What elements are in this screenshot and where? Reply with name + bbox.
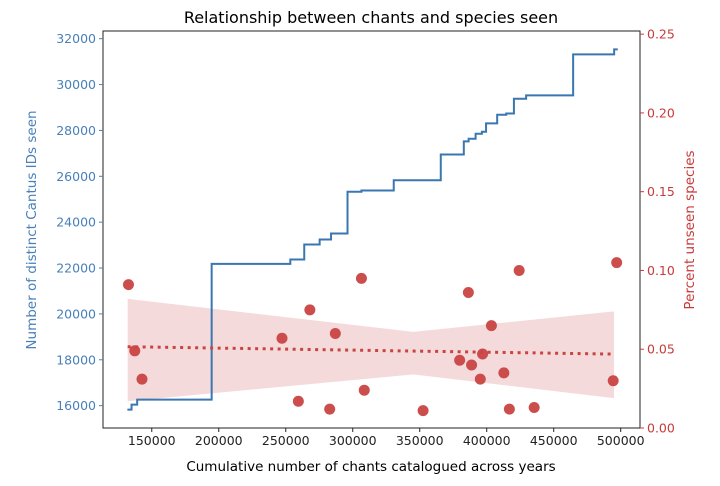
x-tick-label: 250000 <box>262 433 310 448</box>
scatter-point <box>355 272 367 284</box>
scatter-point <box>477 348 489 360</box>
scatter-point <box>358 384 370 396</box>
confidence-band <box>127 298 615 402</box>
y-right-axis-label: Percent unseen species <box>682 150 698 309</box>
y-left-tick-label: 24000 <box>56 215 96 230</box>
y-right-tick-label: 0.00 <box>647 421 675 436</box>
scatter-point <box>485 320 497 332</box>
scatter-point <box>304 304 316 316</box>
plot-frame <box>102 30 641 429</box>
scatter-point <box>292 395 304 407</box>
y-left-tick-label: 32000 <box>56 31 96 46</box>
y-right-tick-label: 0.15 <box>647 184 675 199</box>
y-left-tick-label: 28000 <box>56 123 96 138</box>
scatter-point <box>607 375 619 387</box>
y-right-tick-label: 0.10 <box>647 263 675 278</box>
scatter-point <box>462 287 474 299</box>
scatter-point <box>136 373 148 385</box>
scatter-point <box>466 359 478 371</box>
y-left-tick-label: 18000 <box>56 352 96 367</box>
y-right-tick-label: 0.25 <box>647 27 675 42</box>
chart-title: Relationship between chants and species … <box>184 8 558 27</box>
scatter-point <box>129 345 141 357</box>
y-right-tick-label: 0.05 <box>647 342 675 357</box>
x-tick-label: 350000 <box>396 433 444 448</box>
x-tick-label: 200000 <box>195 433 243 448</box>
step-line-distinct-ids <box>127 48 618 411</box>
scatter-point <box>498 367 510 379</box>
y-left-tick-label: 30000 <box>56 77 96 92</box>
y-left-tick-label: 20000 <box>56 306 96 321</box>
regression-line <box>127 345 615 356</box>
x-tick-label: 500000 <box>597 433 645 448</box>
y-right-tick-label: 0.20 <box>647 105 675 120</box>
scatter-point <box>528 402 540 414</box>
y-left-tick-label: 16000 <box>56 398 96 413</box>
confidence-band-area <box>127 298 615 402</box>
scatter-point <box>611 257 623 269</box>
y-left-axis-label: Number of distinct Cantus IDs seen <box>24 110 40 349</box>
scatter-point <box>474 373 486 385</box>
scatter-point <box>324 403 336 415</box>
scatter-point <box>503 403 515 415</box>
y-left-tick-label: 26000 <box>56 169 96 184</box>
scatter-point <box>513 264 525 276</box>
x-tick-label: 400000 <box>463 433 511 448</box>
x-tick-label: 300000 <box>329 433 377 448</box>
scatter-point <box>329 327 341 339</box>
x-axis-label: Cumulative number of chants catalogued a… <box>186 459 555 475</box>
scatter-point <box>276 332 288 344</box>
x-tick-label: 450000 <box>530 433 578 448</box>
scatter-point <box>454 354 466 366</box>
x-tick-label: 150000 <box>128 433 176 448</box>
scatter-point <box>417 405 429 417</box>
scatter-point <box>122 279 134 291</box>
y-left-tick-label: 22000 <box>56 261 96 276</box>
